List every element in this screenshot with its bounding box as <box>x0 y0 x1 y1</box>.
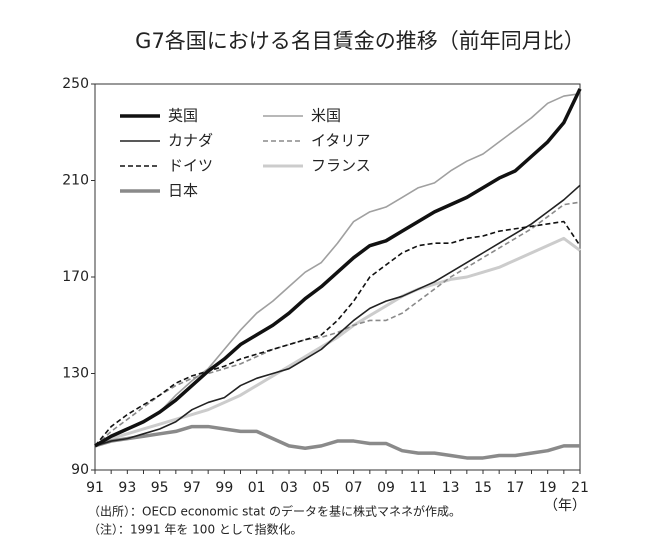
x-tick-label: 97 <box>183 480 201 496</box>
x-tick-label: 11 <box>409 480 427 496</box>
series-line <box>94 184 581 447</box>
series-line <box>94 220 581 447</box>
x-tick-label: 07 <box>345 480 363 496</box>
series-line <box>94 236 581 448</box>
y-tick-label: 250 <box>62 76 89 92</box>
y-tick-label: 210 <box>62 173 89 189</box>
x-tick-label: 99 <box>215 480 233 496</box>
legend-label: 米国 <box>311 107 341 125</box>
series-line <box>94 88 582 448</box>
legend-label: イタリア <box>311 132 370 150</box>
x-tick-label: 15 <box>474 480 492 496</box>
x-tick-label: 03 <box>280 480 298 496</box>
legend-label: ドイツ <box>168 157 213 175</box>
y-tick-label: 170 <box>62 269 89 285</box>
x-tick-label: 95 <box>151 480 169 496</box>
legend-label: 日本 <box>168 182 198 200</box>
x-tick-label: 05 <box>312 480 330 496</box>
legend-label: カナダ <box>168 132 213 150</box>
x-unit: （年） <box>544 498 586 514</box>
x-tick-label: 21 <box>571 480 589 496</box>
x-tick-label: 91 <box>86 480 104 496</box>
x-tick-label: 93 <box>118 480 136 496</box>
series-line <box>94 92 581 447</box>
x-tick-label: 01 <box>248 480 266 496</box>
y-tick-label: 130 <box>62 366 89 382</box>
series-line <box>94 201 581 447</box>
note: （出所）：OECD economic stat のデータを基に株式マネネが作成。 <box>88 504 461 519</box>
legend-label: フランス <box>311 157 371 175</box>
note: （注）：1991 年を 100 として指数化。 <box>88 522 303 537</box>
x-tick-label: 17 <box>506 480 524 496</box>
x-tick-label: 19 <box>539 480 557 496</box>
legend-label: 英国 <box>168 107 198 125</box>
series-line <box>94 424 580 460</box>
x-tick-label: 09 <box>377 480 395 496</box>
chart-title: G7各国における名目賃金の推移（前年同月比） <box>135 29 585 53</box>
x-tick-label: 13 <box>442 480 460 496</box>
y-tick-label: 90 <box>71 462 89 478</box>
